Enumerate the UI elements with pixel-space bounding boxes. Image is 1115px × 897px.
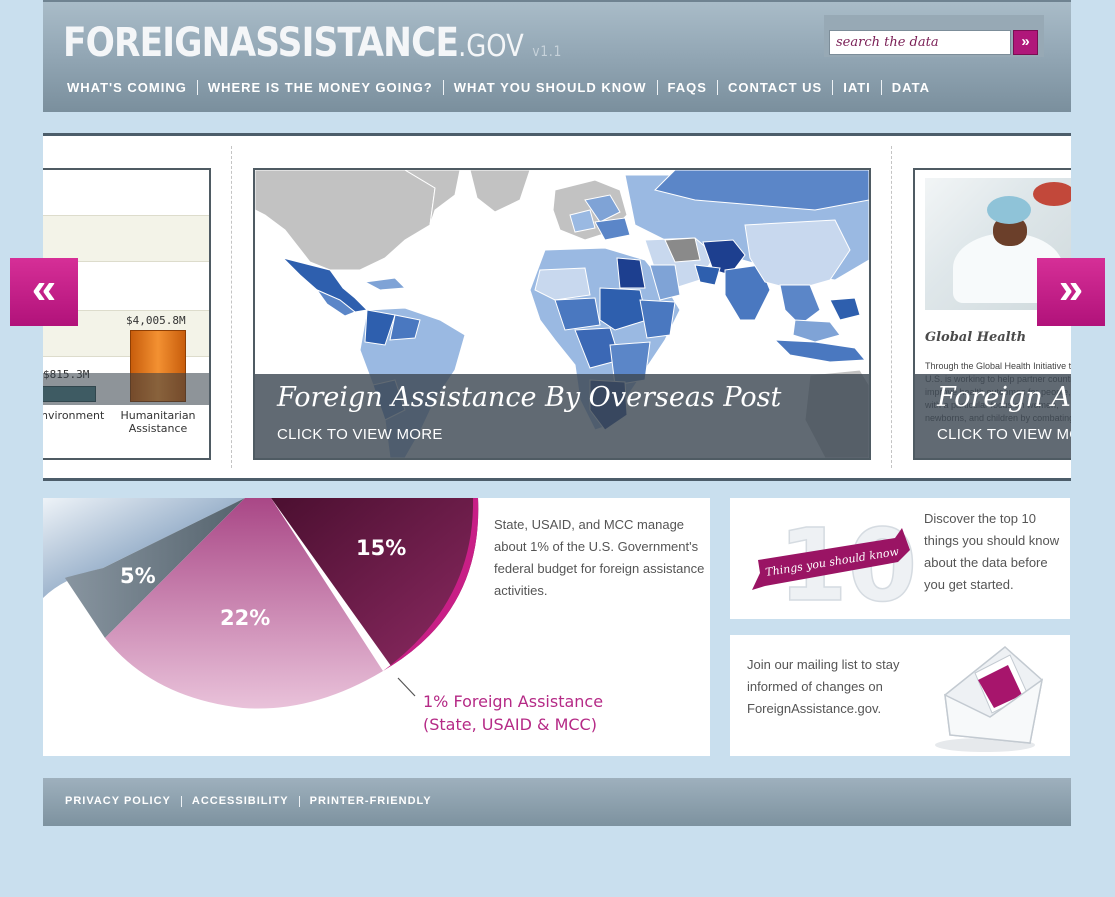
nav-divider xyxy=(880,80,882,95)
slide-title: Foreign Assistance By Overseas Post xyxy=(277,382,782,413)
site-footer: PRIVACY POLICY ACCESSIBILITY PRINTER-FRI… xyxy=(43,778,1071,826)
chart-shade xyxy=(43,373,209,405)
chart-gridband xyxy=(43,215,209,262)
carousel-divider xyxy=(231,146,232,468)
feature-carousel: $815.3M $4,005.8M nvironment Humanitaria… xyxy=(43,133,1071,481)
logo-suffix: .GOV xyxy=(458,29,524,64)
pie-slice-5 xyxy=(64,498,246,638)
budget-description: State, USAID, and MCC manage about 1% of… xyxy=(494,517,705,598)
budget-pie-panel[interactable]: 15% 5% 22% State, USAID, and MCC manage … xyxy=(43,498,710,756)
nav-iati[interactable]: IATI xyxy=(843,80,871,95)
slide-title: Foreign Assistance xyxy=(937,382,1071,413)
search-button[interactable]: » xyxy=(1013,30,1038,55)
things-you-should-know-panel[interactable]: 10 Things you should know Discover the t… xyxy=(730,498,1070,619)
ribbon-shape xyxy=(752,528,910,590)
mailing-list-description: Join our mailing list to stay informed o… xyxy=(747,657,900,716)
share-label-line1: 1% Foreign Assistance xyxy=(423,692,604,711)
pie-label-15: 15% xyxy=(356,536,406,560)
logo-version: v1.1 xyxy=(532,44,563,60)
pie-leader-line xyxy=(397,677,416,697)
photo-scarf xyxy=(1033,182,1071,206)
bar-label-humanitarian: $4,005.8M xyxy=(126,314,186,327)
nav-divider xyxy=(716,80,718,95)
photo-cap xyxy=(987,196,1031,224)
footer-privacy-policy[interactable]: PRIVACY POLICY xyxy=(65,795,171,807)
nav-whats-coming[interactable]: WHAT'S COMING xyxy=(67,80,187,95)
things-description: Discover the top 10 things you should kn… xyxy=(924,511,1060,592)
slide-global-health[interactable]: Global Health Through the Global Health … xyxy=(913,168,1071,460)
footer-nav: PRIVACY POLICY ACCESSIBILITY PRINTER-FRI… xyxy=(55,795,442,807)
search-box: » xyxy=(824,15,1044,57)
site-logo[interactable]: FOREIGNASSISTANCE.GOV v1.1 xyxy=(63,20,562,66)
carousel-prev-button[interactable]: « xyxy=(10,258,78,326)
pie-label-22: 22% xyxy=(220,606,270,630)
pie-slice-1 xyxy=(383,498,479,671)
site-header: FOREIGNASSISTANCE.GOV v1.1 » WHAT'S COMIN… xyxy=(43,0,1071,112)
footer-divider xyxy=(180,795,182,807)
carousel-divider xyxy=(891,146,892,468)
slide-overseas-post-map[interactable]: Foreign Assistance By Overseas Post CLIC… xyxy=(253,168,871,460)
envelope-icon xyxy=(935,646,1044,752)
nav-divider xyxy=(196,80,198,95)
nav-divider xyxy=(442,80,444,95)
category-label-humanitarian: Humanitarian Assistance xyxy=(120,409,196,435)
logo-main: FOREIGNASSISTANCE xyxy=(63,20,459,66)
nav-what-you-should-know[interactable]: WHAT YOU SHOULD KNOW xyxy=(453,80,647,95)
pie-label-5: 5% xyxy=(120,564,156,588)
health-worker-photo xyxy=(925,178,1071,310)
foreign-assistance-share-label: 1% Foreign Assistance (State, USAID & MC… xyxy=(423,690,603,736)
nav-faqs[interactable]: FAQS xyxy=(667,80,707,95)
search-input[interactable] xyxy=(829,30,1011,55)
pie-slice-22 xyxy=(105,498,383,709)
footer-divider xyxy=(298,795,300,807)
nav-divider xyxy=(832,80,834,95)
main-nav: WHAT'S COMING WHERE IS THE MONEY GOING? … xyxy=(57,80,940,95)
click-to-view-more-link[interactable]: CLICK TO VIEW MORE xyxy=(277,426,443,443)
slide-heading: Global Health xyxy=(925,330,1027,345)
pie-slice-15 xyxy=(271,498,479,666)
nav-where-is-the-money-going[interactable]: WHERE IS THE MONEY GOING? xyxy=(207,80,433,95)
share-label-line2: (State, USAID & MCC) xyxy=(423,715,597,734)
slide-caption: Foreign Assistance CLICK TO VIEW MORE xyxy=(915,374,1071,458)
nav-data[interactable]: DATA xyxy=(891,80,930,95)
pie-slice-blue xyxy=(43,498,245,598)
mailing-list-panel[interactable]: Join our mailing list to stay informed o… xyxy=(730,635,1070,756)
category-label-environment: nvironment xyxy=(43,409,105,422)
budget-pie-chart: 15% 5% 22% xyxy=(43,498,479,709)
footer-accessibility[interactable]: ACCESSIBILITY xyxy=(191,795,289,807)
click-to-view-more-link[interactable]: CLICK TO VIEW MORE xyxy=(937,426,1071,443)
things-badge: 10 Things you should know xyxy=(752,506,918,619)
footer-printer-friendly[interactable]: PRINTER-FRIENDLY xyxy=(309,795,432,807)
carousel-next-button[interactable]: » xyxy=(1037,258,1105,326)
nav-divider xyxy=(656,80,658,95)
slide-funding-chart[interactable]: $815.3M $4,005.8M nvironment Humanitaria… xyxy=(43,168,211,460)
slide-caption: Foreign Assistance By Overseas Post CLIC… xyxy=(255,374,869,458)
nav-contact-us[interactable]: CONTACT US xyxy=(727,80,823,95)
